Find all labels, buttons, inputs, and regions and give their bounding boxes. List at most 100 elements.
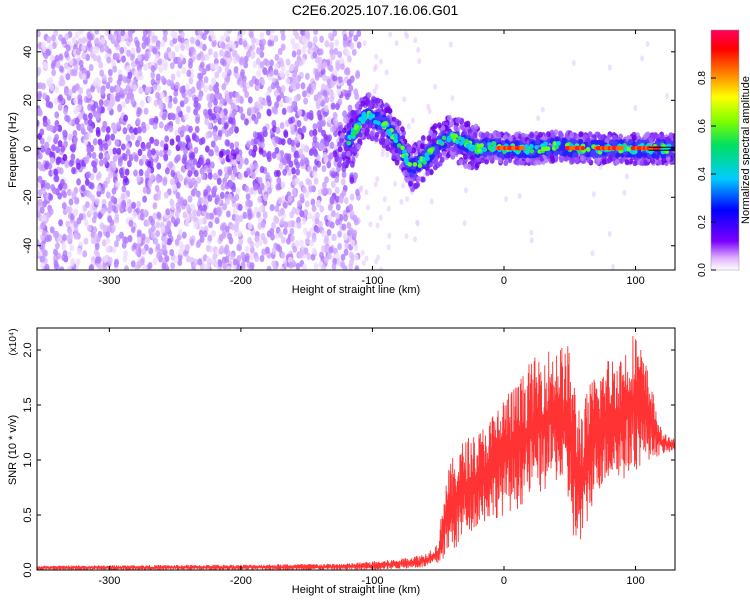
spectrogram-cell xyxy=(291,167,296,175)
spectrogram-cell xyxy=(218,150,224,158)
spectrogram-cell xyxy=(376,254,381,261)
spectrogram-cell xyxy=(37,210,41,218)
spectrogram-cell xyxy=(51,144,56,152)
spectrogram-cell xyxy=(69,259,75,267)
spectrogram-cell xyxy=(94,243,100,251)
spectrogram-cell xyxy=(185,43,190,51)
spectrogram-cell xyxy=(143,209,148,217)
spectrogram-cell xyxy=(559,145,565,151)
spectrogram-cell xyxy=(207,172,213,180)
spectrogram-cell xyxy=(199,158,205,166)
spectrogram-cell xyxy=(78,112,83,120)
spectrogram-cell xyxy=(68,232,73,240)
spectrogram-cell xyxy=(105,133,111,141)
spectrogram-cell xyxy=(346,150,351,157)
spectrogram-cell xyxy=(152,202,158,210)
spectrogram-cell xyxy=(238,172,243,181)
spectrogram-cell xyxy=(97,212,103,220)
spectrogram-cell xyxy=(312,35,318,44)
spectrogram-cell xyxy=(217,129,223,137)
spectrogram-cell xyxy=(378,214,383,221)
spectrogram-cell xyxy=(161,244,167,252)
spectrogram-cell xyxy=(77,38,83,46)
spectrogram-cell xyxy=(202,33,207,41)
spectrogram-cell xyxy=(495,131,501,138)
spectrogram-cell xyxy=(39,128,45,136)
spectrogram-cell xyxy=(300,30,306,36)
spectrogram-cell xyxy=(324,187,329,195)
spectrogram-cell xyxy=(332,74,337,82)
spectrogram-cell xyxy=(291,145,296,153)
spectrogram-cell xyxy=(187,169,193,177)
spectrogram-cell xyxy=(301,125,307,133)
spectrogram-cell xyxy=(311,247,317,255)
spectrogram-cell xyxy=(337,161,342,168)
spectrogram-cell xyxy=(136,175,142,183)
spectrogram-cell xyxy=(142,30,148,37)
spectrogram-cell xyxy=(265,30,271,36)
spectrogram-cell xyxy=(321,165,327,173)
spectrogram-cell xyxy=(349,176,355,184)
spectrogram-cell xyxy=(294,60,299,68)
spectrogram-cell xyxy=(327,213,333,221)
spectrogram-cell xyxy=(92,46,97,54)
spectrogram-cell xyxy=(297,127,303,135)
spectrogram-cell xyxy=(41,229,47,237)
spectrogram-cell xyxy=(152,257,158,266)
spectrogram-cell xyxy=(288,117,293,125)
spectrogram-cell xyxy=(177,258,183,267)
spectrogram-cell xyxy=(611,263,615,270)
spectrogram-cell xyxy=(202,204,208,212)
spectrogram-cell xyxy=(57,140,63,148)
spectrogram-cell xyxy=(338,76,343,84)
spectrogram-cell xyxy=(221,71,227,79)
spectrogram-cell xyxy=(142,186,148,194)
spectrogram-cell xyxy=(205,244,211,252)
spectrogram-cell xyxy=(278,162,284,170)
spectrogram-cell xyxy=(79,123,85,131)
spectrogram-cell xyxy=(280,43,286,51)
spectrogram-cell xyxy=(244,245,250,253)
spectrogram-cell xyxy=(645,41,650,47)
spectrogram-cell xyxy=(141,144,147,152)
spectrogram-cell xyxy=(326,161,332,169)
spectrogram-cell xyxy=(175,217,181,225)
spectrogram-cell xyxy=(240,251,246,259)
spectrogram-cell xyxy=(205,158,211,166)
spectrogram-cell xyxy=(279,266,285,270)
spectrogram-cell xyxy=(312,129,318,137)
spectrogram-cell xyxy=(73,232,79,240)
spectrogram-cell xyxy=(40,255,46,264)
spectrogram-cell xyxy=(189,36,195,44)
spectrogram-cell xyxy=(175,135,181,143)
spectrogram-cell xyxy=(74,31,80,39)
spectrogram-cell xyxy=(326,228,332,237)
spectrogram-cell xyxy=(269,59,274,67)
spectrogram-cell xyxy=(467,128,473,135)
spectrogram-cell xyxy=(122,255,128,263)
spectrogram-cell xyxy=(434,149,441,155)
spectrogram-cell xyxy=(71,167,76,175)
spectrogram-cell xyxy=(286,105,292,113)
spectrogram-cell xyxy=(155,73,161,81)
spectrogram-cell xyxy=(117,74,123,82)
spectrogram-cell xyxy=(261,248,266,256)
spectrogram-cell xyxy=(156,162,162,170)
spectrogram-cell xyxy=(273,35,279,43)
spectrogram-cell xyxy=(405,196,410,202)
spectrogram-cell xyxy=(571,60,576,66)
spectrogram-cell xyxy=(237,203,243,212)
spectrogram-cell xyxy=(249,187,254,195)
spectrogram-cell xyxy=(164,53,169,61)
spectrogram-cell xyxy=(578,131,584,138)
spectrogram-cell xyxy=(179,86,185,94)
spectrogram-cell xyxy=(303,209,309,217)
spectrogram-cell xyxy=(196,176,202,184)
spectrogram-cell xyxy=(107,215,113,223)
spectrogram-cell xyxy=(346,140,352,146)
spectrogram-cell xyxy=(60,145,66,153)
spectrogram-cell xyxy=(54,231,60,239)
spectrogram-cell xyxy=(249,241,255,249)
spectrogram-cell xyxy=(180,141,186,149)
